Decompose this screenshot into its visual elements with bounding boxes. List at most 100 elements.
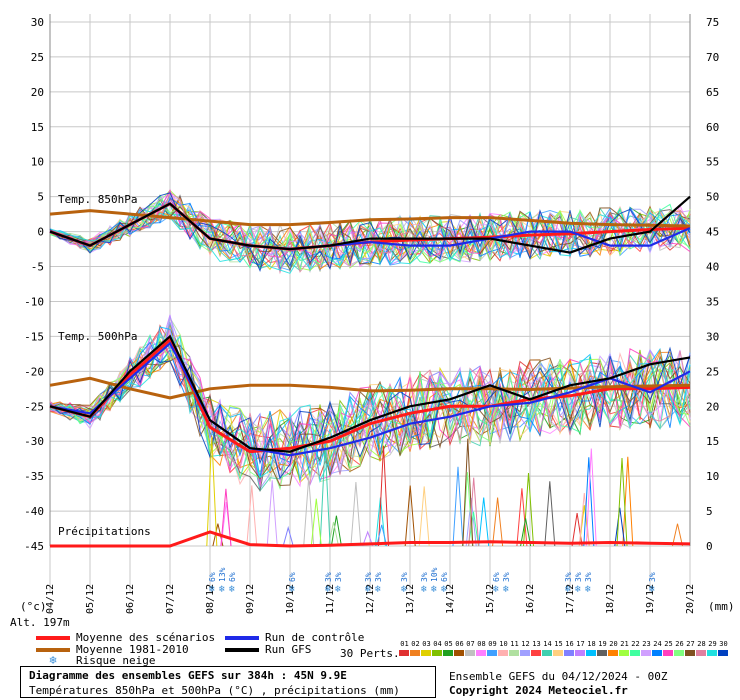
- snowflake-icon: ❄: [375, 584, 382, 595]
- precip-spike: [374, 497, 386, 547]
- perturbations-label: 30 Perts.: [340, 647, 400, 660]
- perturbation-number: 06: [455, 640, 464, 648]
- y-right-tick-label: 65: [706, 86, 719, 99]
- legend-item-mean: Moyenne des scénarios: [36, 631, 215, 644]
- y-left-tick-label: 30: [31, 16, 44, 29]
- y-right-tick-label: 55: [706, 156, 719, 169]
- snow-risk-label: 3%: [374, 572, 383, 582]
- perturbation-number: 01: [400, 640, 409, 648]
- legend-label-gfs: Run GFS: [265, 643, 312, 656]
- x-date-label: 08/12: [205, 584, 216, 614]
- x-date-label: 13/12: [405, 584, 416, 614]
- perturbation-swatch: [575, 650, 585, 656]
- legend-item-gfs: Run GFS: [225, 643, 311, 656]
- y-right-tick-label: 0: [706, 540, 713, 553]
- perturbation-line-500: [49, 341, 691, 486]
- perturbation-number: 07: [466, 640, 475, 648]
- legend-label-snow: Risque neige: [76, 653, 156, 667]
- precip-spike: [404, 485, 416, 547]
- snow-risk-label: 10%: [430, 567, 439, 582]
- footer-box: Diagramme des ensembles GEFS sur 384h : …: [20, 666, 436, 698]
- y-right-tick-label: 50: [706, 191, 719, 204]
- snow-risk-label: 3%: [584, 572, 593, 582]
- y-right-tick-label: 30: [706, 330, 719, 343]
- perturbation-swatch: [718, 650, 728, 656]
- y-right-tick-label: 40: [706, 261, 719, 274]
- x-date-label: 11/12: [325, 584, 336, 614]
- y-left-tick-label: -45: [24, 540, 44, 553]
- perturbation-number: 23: [642, 640, 651, 648]
- perturbation-number: 08: [477, 640, 486, 648]
- perturbation-line-850: [49, 205, 691, 272]
- snowflake-icon: ❄: [565, 584, 572, 595]
- y-right-tick-label: 25: [706, 365, 719, 378]
- perturbation-swatch: [685, 650, 695, 656]
- y-left-tick-label: -10: [24, 295, 44, 308]
- perturbation-number: 21: [620, 640, 629, 648]
- precip-spike: [282, 525, 294, 547]
- precip-spike: [520, 518, 532, 547]
- perturbation-swatch: [564, 650, 574, 656]
- precip-spike: [303, 477, 315, 547]
- perturbation-number: 14: [543, 640, 552, 648]
- perturbation-line-850: [49, 193, 691, 268]
- precip-spike: [492, 497, 504, 547]
- perturbation-line-850: [49, 197, 691, 268]
- perturbation-swatch: [498, 650, 508, 656]
- footer-title: Diagramme des ensembles GEFS sur 384h : …: [29, 669, 347, 682]
- perturbation-swatch: [608, 650, 618, 656]
- legend-label-control: Run de contrôle: [265, 631, 365, 644]
- perturbation-number: 11: [510, 640, 519, 648]
- precip-spike: [310, 498, 322, 547]
- perturbation-number: 13: [532, 640, 541, 648]
- series-line-precip: [50, 530, 691, 548]
- snow-risk-label: 3%: [564, 572, 573, 582]
- x-date-label: 10/12: [285, 584, 296, 614]
- perturbation-colors: [399, 650, 729, 656]
- perturbation-number: 15: [554, 640, 563, 648]
- precip-spike: [418, 486, 430, 547]
- x-date-label: 14/12: [445, 584, 456, 614]
- perturbation-number: 27: [686, 640, 695, 648]
- panel-label-500: Temp. 500hPa: [58, 330, 137, 343]
- snowflake-icon: ❄: [431, 584, 438, 595]
- precip-spike: [672, 523, 683, 547]
- snowflake-icon: ❄: [219, 584, 226, 595]
- precip-spike: [614, 507, 626, 547]
- perturbation-swatch: [421, 650, 431, 656]
- snowflake-icon: ❄: [209, 584, 216, 595]
- perturbation-swatch: [641, 650, 651, 656]
- perturbation-numbers: 01 02 03 04 05 06 07 08 09 10 11 12 13 14 15 16 17 18 19 20…: [399, 640, 729, 648]
- precip-spike: [350, 482, 362, 547]
- precip-spike: [376, 524, 388, 547]
- y-left-tick-label: -35: [24, 470, 44, 483]
- precip-spike: [319, 444, 331, 547]
- series-line-500hPa: [49, 337, 691, 454]
- legend-swatch-gfs: [225, 647, 259, 652]
- y-left-tick-label: -25: [24, 400, 44, 413]
- perturbation-line-500: [49, 349, 691, 474]
- main-series-lines: [49, 195, 691, 548]
- precip-spike: [246, 485, 258, 547]
- x-date-label: 17/12: [565, 584, 576, 614]
- y-right-tick-label: 45: [706, 226, 719, 239]
- x-date-label: 07/12: [165, 584, 176, 614]
- perturbation-line-850: [49, 192, 691, 273]
- precip-spike: [266, 480, 278, 547]
- perturbation-swatch: [707, 650, 717, 656]
- precip-spike: [206, 436, 218, 547]
- snowflake-icon: ❄: [365, 584, 372, 595]
- x-date-label: 18/12: [605, 584, 616, 614]
- snowflake-icon: ❄: [503, 584, 510, 595]
- x-date-label: 20/12: [685, 584, 696, 614]
- precip-spike: [616, 457, 628, 547]
- perturbation-number: 25: [664, 640, 673, 648]
- y-left-tick-label: 5: [37, 191, 44, 204]
- precip-spike: [465, 497, 477, 547]
- perturbation-number: 12: [521, 640, 530, 648]
- perturbation-number: 16: [565, 640, 574, 648]
- x-date-label: 12/12: [365, 584, 376, 614]
- snow-risk-label: 6%: [208, 572, 217, 582]
- perturbation-line-500: [49, 316, 691, 483]
- precip-spike: [516, 488, 528, 547]
